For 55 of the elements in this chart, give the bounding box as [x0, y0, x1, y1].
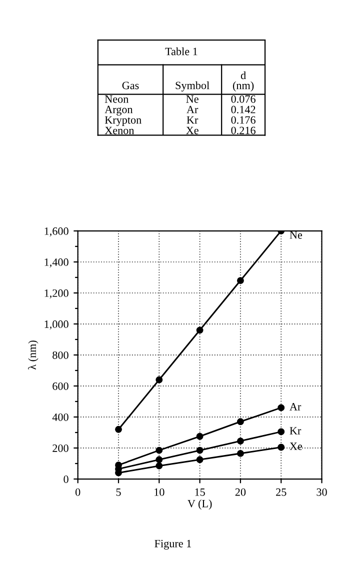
- text: Xe: [186, 126, 198, 134]
- x-tick-label: 5: [116, 488, 121, 496]
- y-tick-label: 200: [52, 444, 68, 452]
- y-tick-label: 1,200: [44, 289, 68, 299]
- point: [196, 456, 204, 464]
- text: 0.076: [231, 95, 256, 103]
- caption: Figure 1: [154, 540, 192, 550]
- y-tick-label: 1,000: [44, 320, 68, 330]
- point: [278, 404, 285, 412]
- y-tick-label: 1,400: [44, 258, 68, 268]
- text: 0.216: [231, 126, 256, 134]
- point: [196, 432, 204, 440]
- y-tick-label: 400: [52, 413, 68, 421]
- text: Krypton: [104, 116, 142, 126]
- text: Xenon: [104, 126, 134, 134]
- point: [196, 446, 204, 454]
- text: 0.176: [231, 116, 256, 124]
- series-label: Xe: [290, 442, 302, 450]
- y-tick-label: 600: [52, 382, 68, 390]
- y-axis-title: λ (nm): [28, 340, 38, 370]
- category-label: Symbol: [176, 81, 210, 92]
- point: [156, 376, 163, 384]
- text: Argon: [104, 106, 133, 116]
- point: [236, 277, 244, 284]
- text: Ne: [186, 95, 198, 103]
- x-axis-title: V (L): [188, 500, 212, 510]
- y-tick-label: 800: [52, 351, 68, 359]
- point: [236, 438, 244, 445]
- point: [278, 428, 285, 436]
- text: Kr: [186, 116, 198, 124]
- point: [156, 456, 163, 464]
- category-label: d (nm): [233, 71, 254, 92]
- point: [156, 446, 163, 454]
- text: 0.142: [231, 106, 256, 114]
- y-tick-label: 0: [64, 475, 68, 483]
- point: [236, 418, 244, 426]
- point: [278, 444, 285, 451]
- text: Ar: [186, 106, 198, 114]
- series-label: Ne: [290, 231, 302, 239]
- text: Table 1: [165, 47, 198, 56]
- point: [156, 462, 163, 470]
- x-tick-label: 25: [276, 488, 286, 496]
- point: [236, 450, 244, 457]
- text: Neon: [104, 95, 128, 103]
- point: [115, 426, 122, 433]
- y-tick-label: 1,600: [44, 227, 68, 236]
- category-label: Gas: [122, 82, 139, 90]
- x-tick-label: 10: [154, 488, 164, 496]
- x-tick-label: 20: [235, 488, 246, 496]
- series-label: Ar: [290, 403, 302, 410]
- x-tick-label: 0: [75, 488, 80, 496]
- series-label: Kr: [290, 427, 302, 434]
- x-tick-label: 30: [316, 488, 327, 496]
- x-tick-label: 15: [195, 488, 205, 496]
- point: [196, 326, 204, 334]
